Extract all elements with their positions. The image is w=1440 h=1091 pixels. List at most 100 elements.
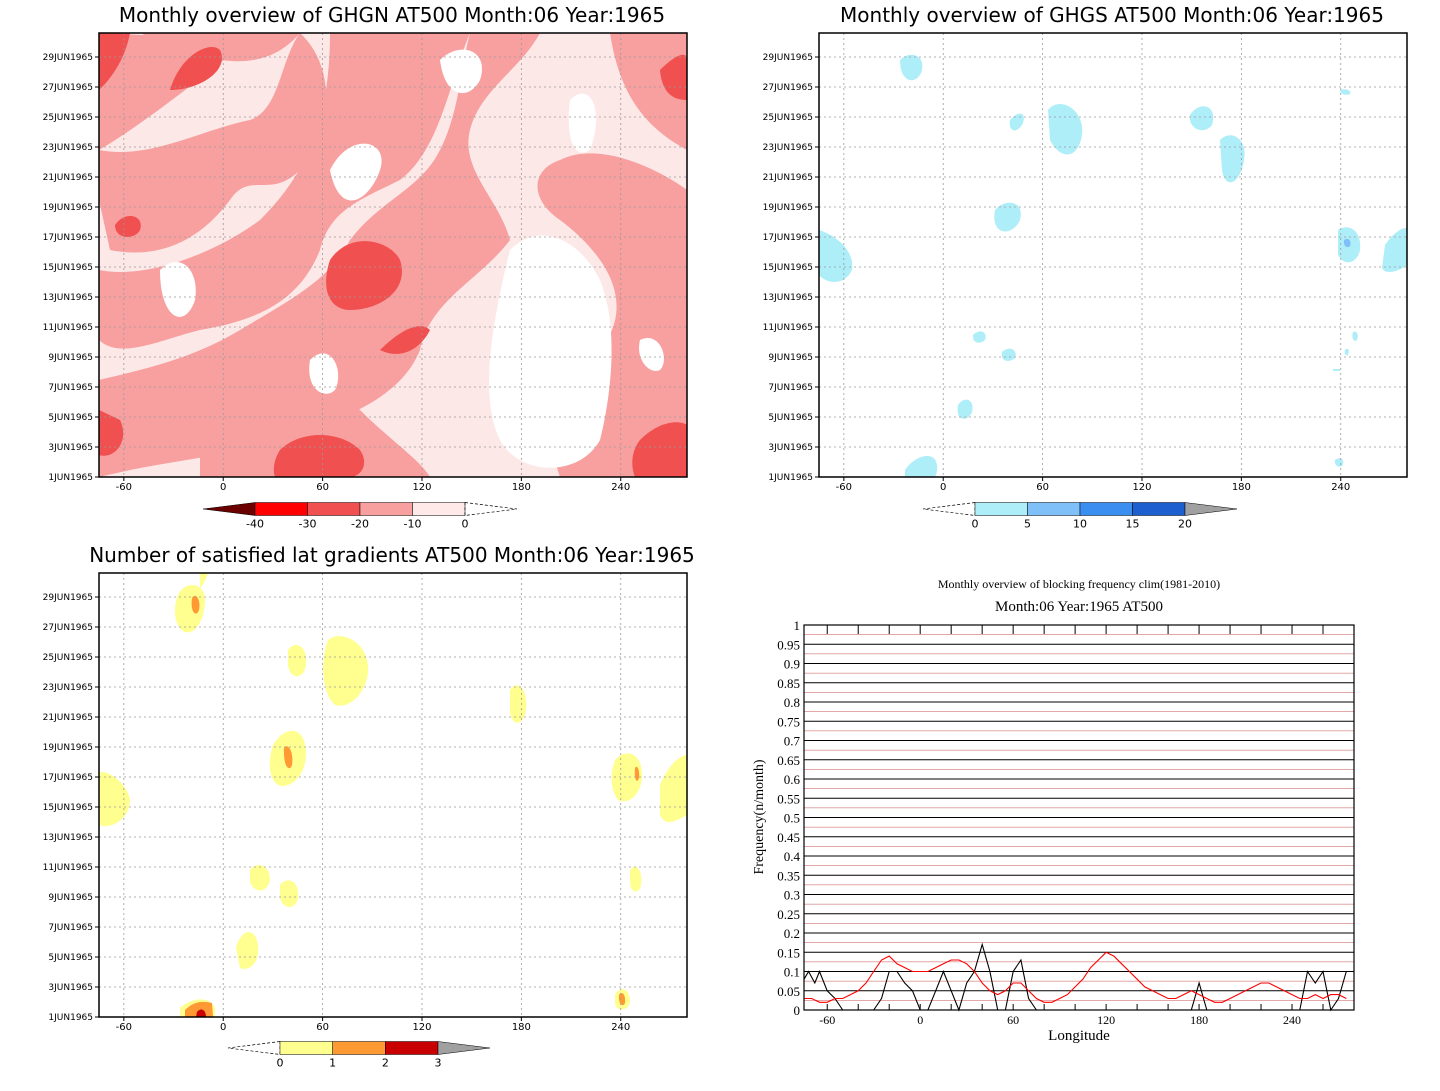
ghgn-gridlines [99, 33, 687, 477]
y-tick-label: 11JUN1965 [43, 323, 93, 333]
panel-lat-gradients: Number of satisfied lat gradients AT500 … [43, 543, 695, 1070]
ghgn-region [99, 410, 124, 456]
colorbar-box [1027, 502, 1081, 516]
y-tick-label: 0.55 [777, 791, 800, 806]
ghgn-region [440, 49, 482, 94]
x-tick-label: 0 [940, 482, 946, 493]
x-tick-label: 180 [512, 1022, 531, 1033]
colorbar-triangle-high [464, 502, 518, 516]
colorbar-label: 2 [382, 1057, 389, 1070]
y-tick-label: 1 [794, 618, 801, 633]
colorbar-triangle-high [1184, 502, 1238, 516]
ghgs-region [1009, 113, 1024, 131]
y-tick-label: 3JUN1965 [48, 983, 93, 993]
x-tick-label: 180 [1190, 1013, 1208, 1027]
y-tick-label: 1JUN1965 [48, 1013, 93, 1023]
x-tick-label: 60 [1007, 1013, 1019, 1027]
latgrad-axes: -60 0 60 120 180 240 1JUN1965 3JUN1965 5JUN1965 7… [43, 593, 631, 1033]
y-tick-label: 29JUN1965 [43, 593, 93, 603]
ghgn-region [330, 143, 382, 201]
ghgs-region [1220, 135, 1245, 183]
colorbar-label: -40 [246, 518, 264, 531]
y-tick-label: 17JUN1965 [763, 233, 813, 243]
latgrad-region [280, 880, 299, 907]
y-tick-label: 9JUN1965 [48, 353, 93, 363]
x-tick-label: 180 [1232, 482, 1251, 493]
x-tick-label: -60 [836, 482, 852, 493]
colorbar-label: 20 [1178, 518, 1192, 531]
y-tick-label: 0.45 [777, 830, 800, 845]
y-tick-label: 0.35 [777, 868, 800, 883]
y-tick-label: 11JUN1965 [43, 863, 93, 873]
y-tick-label: 5JUN1965 [768, 413, 813, 423]
colorbar-triangle-low [227, 1041, 281, 1055]
x-tick-label: 0 [917, 1013, 923, 1027]
y-tick-label: 21JUN1965 [763, 173, 813, 183]
colorbar-box [254, 502, 308, 516]
ghgs-region [957, 399, 973, 419]
y-tick-label: 29JUN1965 [43, 53, 93, 63]
y-tick-label: 0.25 [777, 907, 800, 922]
y-tick-label: 0.85 [777, 676, 800, 691]
y-tick-label: 25JUN1965 [43, 113, 93, 123]
y-tick-label: 1JUN1965 [48, 473, 93, 483]
y-tick-label: 0.95 [777, 637, 800, 652]
blocking-title: Monthly overview of blocking frequency c… [938, 577, 1220, 591]
ghgn-region [660, 54, 687, 100]
ghgs-region [905, 455, 938, 477]
colorbar-triangle-low [202, 502, 256, 516]
colorbar-box [412, 502, 466, 516]
x-tick-label: 60 [316, 482, 329, 493]
y-tick-label: 13JUN1965 [763, 293, 813, 303]
y-tick-label: 0.2 [784, 926, 800, 941]
colorbar-label: 0 [462, 518, 469, 531]
y-tick-label: 19JUN1965 [763, 203, 813, 213]
x-tick-label: 60 [1036, 482, 1049, 493]
colorbar-label: -20 [351, 518, 369, 531]
x-tick-label: 240 [611, 1022, 630, 1033]
y-tick-label: 15JUN1965 [43, 263, 93, 273]
y-tick-label: 0.6 [784, 772, 801, 787]
latgrad-region [288, 645, 307, 677]
ghgn-colorbar: -40 -30 -20 -10 0 [202, 502, 518, 531]
y-tick-label: 23JUN1965 [43, 683, 93, 693]
y-tick-label: 21JUN1965 [43, 173, 93, 183]
ghgs-region [1048, 104, 1083, 155]
y-tick-label: 0.5 [784, 811, 800, 826]
ghgn-region [273, 435, 365, 477]
latgrad-region [236, 932, 259, 969]
ghgs-region [1333, 369, 1340, 371]
latgrad-region [618, 992, 626, 1006]
y-tick-label: 27JUN1965 [43, 83, 93, 93]
ghgn-region [115, 215, 141, 237]
ghgn-region [99, 33, 327, 253]
colorbar-label: 5 [1024, 518, 1031, 531]
x-tick-label: 120 [1132, 482, 1151, 493]
ghgs-region [1343, 238, 1351, 248]
ghgs-region [1001, 348, 1016, 361]
y-tick-label: 27JUN1965 [763, 83, 813, 93]
ghgs-region [972, 331, 986, 343]
y-tick-label: 0.3 [784, 888, 800, 903]
ghgs-colorbar: 0 5 10 15 20 [922, 502, 1238, 531]
x-tick-label: 120 [1097, 1013, 1115, 1027]
y-tick-label: 25JUN1965 [763, 113, 813, 123]
latgrad-region [611, 753, 642, 802]
x-tick-label: -60 [116, 482, 132, 493]
y-tick-label: 19JUN1965 [43, 743, 93, 753]
y-tick-label: 21JUN1965 [43, 713, 93, 723]
colorbar-label: 0 [277, 1057, 284, 1070]
ghgn-region [309, 353, 339, 394]
latgrad-field-background [99, 573, 687, 1017]
ghgn-region [99, 33, 540, 477]
colorbar-box [307, 502, 361, 516]
latgrad-colorbar: 0 1 2 3 [227, 1041, 491, 1070]
y-tick-label: 15JUN1965 [763, 263, 813, 273]
ghgs-region [1334, 458, 1344, 467]
y-tick-label: 0.1 [784, 965, 800, 980]
latgrad-region [200, 573, 208, 588]
y-tick-label: 0.65 [777, 753, 800, 768]
ghgn-axes: -60 0 60 120 180 240 1JUN1965 3JUN1965 5JUN1965 7… [43, 53, 631, 493]
latgrad-region [185, 1001, 213, 1017]
y-tick-label: 13JUN1965 [43, 293, 93, 303]
